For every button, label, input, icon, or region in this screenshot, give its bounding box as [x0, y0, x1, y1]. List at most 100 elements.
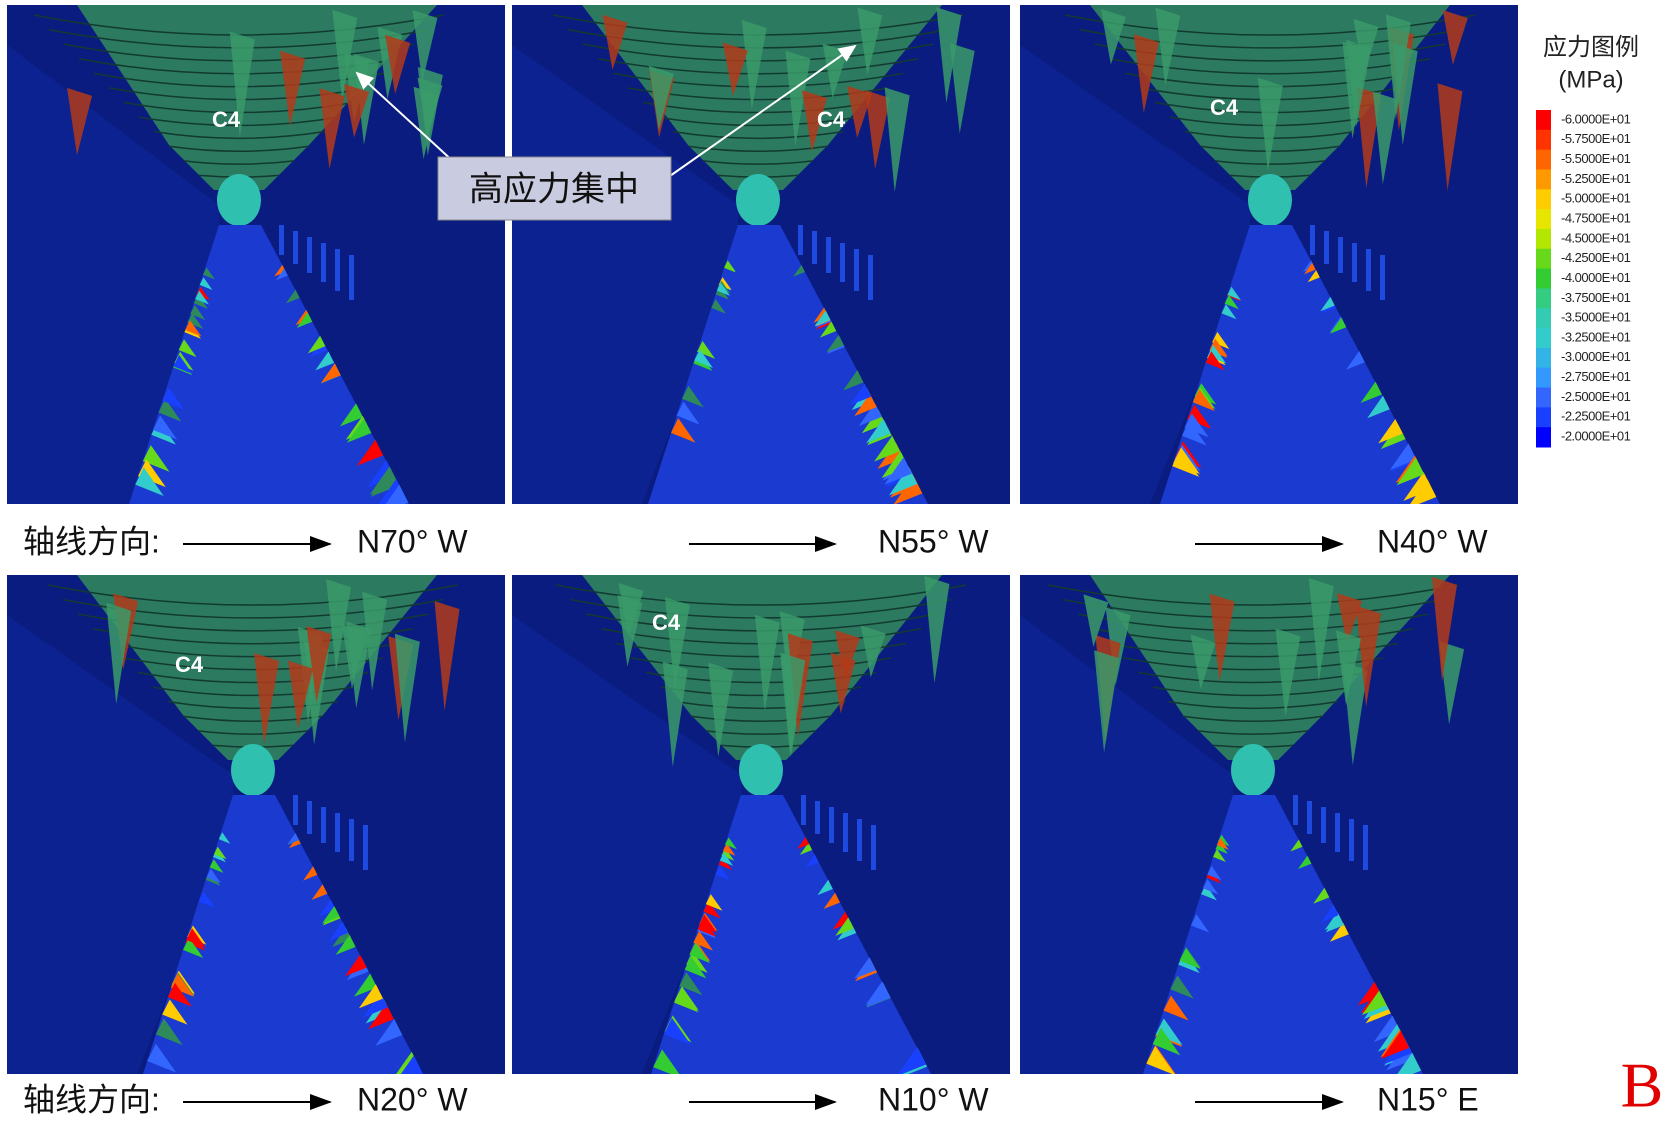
tunnel-opening — [1248, 174, 1292, 226]
vault-facet — [1257, 77, 1283, 172]
floor-facet — [693, 930, 713, 951]
floor-facet — [705, 894, 723, 911]
floor-facet — [303, 866, 318, 881]
floor-facet — [898, 1046, 926, 1074]
legend-label: -5.2500E+01 — [1561, 171, 1631, 186]
floor-facet — [1377, 1024, 1406, 1052]
tunnel-opening — [231, 744, 275, 796]
floor-facet — [158, 398, 182, 422]
legend-swatch — [1536, 387, 1551, 408]
vault-facet — [741, 19, 767, 110]
floor-facet — [1192, 389, 1215, 412]
wall-block — [829, 807, 834, 843]
legend-swatch — [1536, 367, 1551, 389]
vault-facet — [229, 31, 255, 138]
panel-body — [7, 575, 505, 1074]
floor-facet — [358, 984, 383, 1009]
simulation-panel: C4 — [1020, 5, 1518, 504]
legend-label: -4.2500E+01 — [1561, 250, 1631, 265]
floor-facet — [826, 334, 844, 353]
floor-facet — [187, 313, 204, 329]
vault-facet — [860, 625, 886, 678]
vault-facet — [1392, 43, 1418, 146]
vault-facet — [664, 597, 690, 691]
floor-facet — [335, 934, 356, 955]
floor-facet — [213, 846, 227, 860]
legend-swatch — [1536, 189, 1551, 210]
floor-facet — [653, 1049, 680, 1074]
floor-facet — [884, 457, 912, 485]
floor-facet — [676, 401, 700, 425]
vault-facet — [254, 653, 280, 745]
callout-box — [437, 156, 672, 221]
vault-facet — [834, 630, 860, 681]
left-wall — [512, 615, 741, 1074]
floor — [1143, 795, 1423, 1074]
left-wall — [1020, 45, 1250, 504]
floor-facet — [823, 892, 841, 910]
vault-ring — [642, 101, 874, 114]
vault-ring — [47, 584, 459, 606]
vault-ring — [1047, 584, 1459, 606]
floor-facet — [195, 290, 209, 305]
legend-swatch — [1536, 228, 1551, 250]
floor-facet — [315, 351, 335, 371]
legend-label: -4.7500E+01 — [1561, 210, 1631, 225]
vault-ring — [183, 160, 295, 165]
floor-facet — [1224, 295, 1239, 310]
vault-ring — [660, 686, 862, 697]
callout-group: 高应力集中 — [355, 44, 857, 221]
legend-swatch — [1536, 308, 1551, 329]
floor-facet — [339, 403, 364, 427]
legend-swatch — [1536, 268, 1551, 289]
floor-facet — [385, 484, 409, 504]
floor-facet — [832, 911, 851, 930]
floor-facet — [797, 837, 810, 850]
vault-ring — [657, 116, 859, 127]
floor-facet — [152, 415, 178, 440]
floor-facet — [178, 339, 197, 358]
floor-facet — [694, 349, 713, 369]
wall-block — [363, 825, 368, 870]
vault-facet — [106, 602, 132, 705]
vault-facet — [1209, 593, 1235, 682]
vault-facet — [326, 579, 352, 672]
floor-facet — [1172, 449, 1200, 477]
legend: 应力图例 (MPa) -6.0000E+01 -5.7500E+01 -5.5000… — [1536, 33, 1639, 448]
floor-facet — [663, 1017, 691, 1045]
floor-facet — [716, 282, 731, 296]
tunnel-opening — [736, 174, 780, 226]
floor-facet — [814, 310, 831, 326]
floor-facet — [369, 466, 399, 495]
floor-facet — [854, 957, 876, 979]
floor-facet — [858, 403, 882, 427]
wall-block — [801, 795, 806, 825]
floor-facet — [199, 277, 213, 290]
legend-swatch — [1536, 209, 1551, 230]
vault-facet — [1439, 641, 1465, 725]
floor-facet — [173, 354, 193, 375]
floor-facet — [170, 973, 195, 997]
vault-facet — [1442, 10, 1468, 65]
floor-facet — [287, 833, 299, 845]
floor-facet — [1357, 981, 1382, 1006]
vault-facet — [1336, 593, 1362, 644]
vault-facet — [648, 65, 674, 131]
floor-facet — [679, 972, 703, 996]
floor-facet — [1313, 887, 1330, 904]
floor-facet — [1325, 914, 1345, 933]
floor-facet — [274, 264, 286, 277]
floor-facet — [285, 289, 300, 304]
vault-facet — [67, 87, 93, 156]
floor-facet — [1216, 837, 1229, 850]
floor-facet — [1290, 839, 1303, 852]
direction-label: N70° W — [357, 523, 468, 559]
vault-facet — [1437, 83, 1463, 191]
floor-facet — [311, 884, 328, 901]
vault-facet — [319, 88, 345, 170]
legend-label: -2.5000E+01 — [1561, 389, 1631, 404]
floor-facet — [793, 264, 805, 277]
floor-facet — [670, 418, 696, 443]
wall-block — [871, 825, 876, 870]
vault-facet — [801, 90, 827, 152]
